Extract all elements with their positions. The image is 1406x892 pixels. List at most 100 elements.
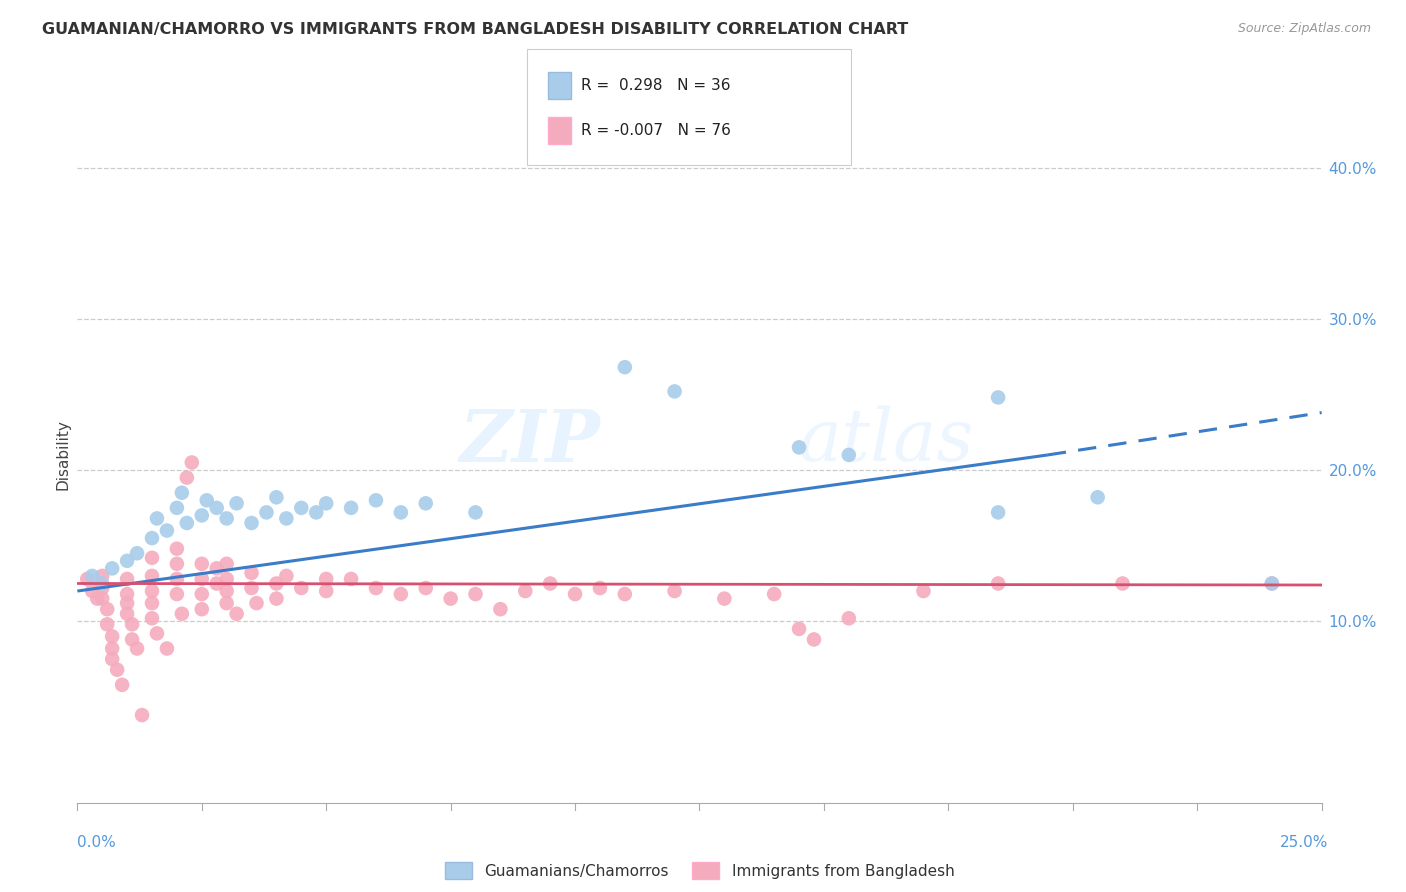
Point bbox=[170, 607, 193, 621]
Point bbox=[176, 516, 198, 530]
Point bbox=[538, 576, 561, 591]
Point bbox=[489, 602, 512, 616]
Point bbox=[195, 493, 218, 508]
Point bbox=[125, 546, 148, 560]
Point bbox=[987, 391, 1010, 405]
Point bbox=[166, 557, 188, 571]
Point bbox=[787, 441, 810, 455]
Point bbox=[464, 505, 486, 519]
Point bbox=[91, 569, 114, 583]
Text: GUAMANIAN/CHAMORRO VS IMMIGRANTS FROM BANGLADESH DISABILITY CORRELATION CHART: GUAMANIAN/CHAMORRO VS IMMIGRANTS FROM BA… bbox=[42, 22, 908, 37]
Point bbox=[364, 493, 387, 508]
Point bbox=[191, 587, 214, 601]
Point bbox=[290, 500, 312, 515]
Legend: Guamanians/Chamorros, Immigrants from Bangladesh: Guamanians/Chamorros, Immigrants from Ba… bbox=[439, 855, 960, 886]
Point bbox=[364, 581, 387, 595]
Point bbox=[170, 485, 193, 500]
Point bbox=[141, 531, 163, 545]
Point bbox=[838, 611, 860, 625]
Point bbox=[787, 622, 810, 636]
Point bbox=[1111, 576, 1133, 591]
Text: R =  0.298   N = 36: R = 0.298 N = 36 bbox=[581, 78, 730, 93]
Point bbox=[176, 470, 198, 484]
Point bbox=[215, 557, 238, 571]
Point bbox=[101, 652, 124, 666]
Point bbox=[115, 572, 138, 586]
Text: 0.0%: 0.0% bbox=[77, 836, 117, 850]
Point bbox=[205, 561, 228, 575]
Point bbox=[589, 581, 612, 595]
Point bbox=[191, 557, 214, 571]
Point bbox=[276, 569, 298, 583]
Point bbox=[180, 455, 202, 469]
Point bbox=[664, 384, 686, 399]
Point bbox=[415, 581, 437, 595]
Text: R = -0.007   N = 76: R = -0.007 N = 76 bbox=[581, 123, 731, 138]
Point bbox=[215, 596, 238, 610]
Point bbox=[121, 632, 143, 647]
Point bbox=[464, 587, 486, 601]
Point bbox=[205, 500, 228, 515]
Point bbox=[763, 587, 786, 601]
Point bbox=[191, 572, 214, 586]
Point bbox=[315, 496, 337, 510]
Text: ZIP: ZIP bbox=[460, 406, 600, 476]
Point bbox=[305, 505, 328, 519]
Point bbox=[613, 587, 636, 601]
Point bbox=[166, 572, 188, 586]
Point bbox=[240, 566, 263, 580]
Point bbox=[240, 581, 263, 595]
Point bbox=[240, 516, 263, 530]
Point bbox=[276, 511, 298, 525]
Point bbox=[141, 584, 163, 599]
Point bbox=[166, 541, 188, 556]
Point bbox=[256, 505, 278, 519]
Point bbox=[225, 607, 247, 621]
Point bbox=[141, 596, 163, 610]
Point bbox=[1087, 490, 1109, 504]
Point bbox=[156, 524, 179, 538]
Point bbox=[111, 678, 134, 692]
Point bbox=[141, 550, 163, 565]
Point bbox=[389, 587, 412, 601]
Point bbox=[245, 596, 267, 610]
Point bbox=[664, 584, 686, 599]
Point bbox=[156, 641, 179, 656]
Point bbox=[191, 508, 214, 523]
Point bbox=[205, 576, 228, 591]
Point bbox=[1261, 576, 1284, 591]
Point bbox=[191, 602, 214, 616]
Point bbox=[101, 641, 124, 656]
Point bbox=[1261, 576, 1284, 591]
Point bbox=[91, 581, 114, 595]
Point bbox=[389, 505, 412, 519]
Point bbox=[125, 641, 148, 656]
Point bbox=[82, 569, 104, 583]
Point bbox=[290, 581, 312, 595]
Point bbox=[141, 569, 163, 583]
Point bbox=[225, 496, 247, 510]
Point bbox=[564, 587, 586, 601]
Point bbox=[141, 611, 163, 625]
Point bbox=[76, 572, 98, 586]
Text: Source: ZipAtlas.com: Source: ZipAtlas.com bbox=[1237, 22, 1371, 36]
Point bbox=[713, 591, 735, 606]
Text: 25.0%: 25.0% bbox=[1281, 836, 1329, 850]
Point bbox=[266, 591, 288, 606]
Point bbox=[215, 511, 238, 525]
Point bbox=[91, 591, 114, 606]
Point bbox=[115, 607, 138, 621]
Point bbox=[82, 584, 104, 599]
Point bbox=[131, 708, 153, 723]
Point bbox=[838, 448, 860, 462]
Point bbox=[101, 629, 124, 643]
Point bbox=[266, 576, 288, 591]
Point bbox=[266, 490, 288, 504]
Point bbox=[166, 500, 188, 515]
Point bbox=[121, 617, 143, 632]
Point bbox=[912, 584, 935, 599]
Y-axis label: Disability: Disability bbox=[55, 419, 70, 491]
Point bbox=[315, 584, 337, 599]
Point bbox=[515, 584, 537, 599]
Point bbox=[115, 554, 138, 568]
